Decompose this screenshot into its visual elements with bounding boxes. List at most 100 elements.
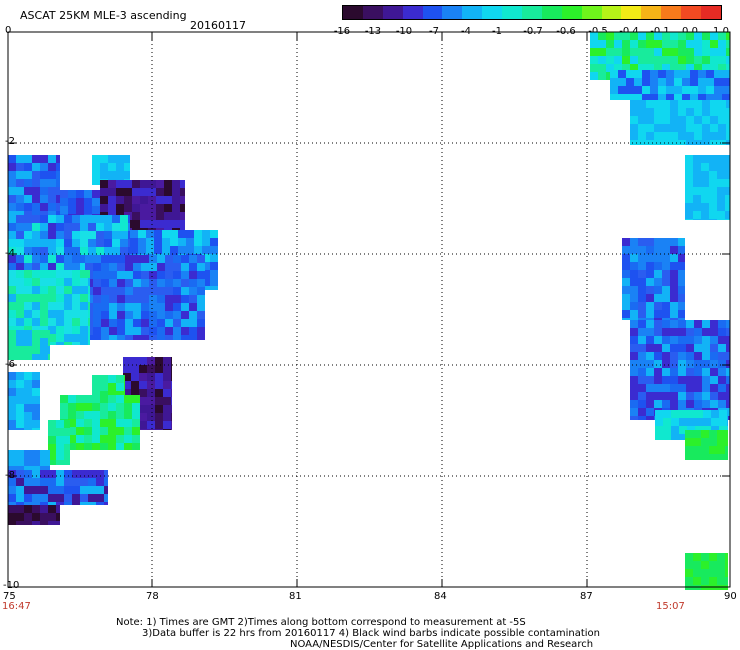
- data-cell: [68, 443, 76, 450]
- data-cell: [173, 327, 181, 335]
- axis-ticks: [7, 31, 731, 588]
- data-cell: [125, 319, 133, 327]
- data-cell: [48, 505, 56, 513]
- data-cell: [693, 211, 701, 219]
- data-cell: [725, 219, 730, 220]
- data-cell: [132, 196, 140, 204]
- data-cell: [56, 310, 64, 318]
- data-cell: [32, 187, 40, 195]
- data-cell: [725, 430, 728, 438]
- data-cell: [709, 155, 717, 163]
- data-cell: [155, 421, 163, 429]
- data-cell: [679, 410, 687, 418]
- data-cell: [725, 454, 728, 460]
- data-cell: [630, 254, 638, 262]
- y-axis-label: -2: [5, 136, 15, 147]
- data-cell: [32, 239, 40, 247]
- data-cell: [630, 320, 638, 328]
- data-cell: [670, 64, 678, 72]
- data-cell: [646, 328, 654, 336]
- data-cell: [64, 494, 72, 502]
- data-cell: [170, 246, 178, 254]
- data-cell: [197, 287, 205, 295]
- data-cell: [646, 352, 654, 360]
- data-cell: [149, 295, 157, 303]
- data-cell: [638, 48, 646, 56]
- data-cell: [8, 247, 16, 255]
- data-cell: [693, 561, 701, 569]
- data-cell: [40, 195, 48, 203]
- data-cell: [48, 286, 56, 294]
- data-cell: [622, 40, 630, 48]
- data-cell: [92, 383, 100, 391]
- data-cell: [8, 450, 16, 458]
- data-cell: [630, 40, 638, 48]
- data-cell: [674, 94, 682, 100]
- data-cell: [701, 454, 709, 460]
- plot-border: [7, 31, 731, 588]
- data-cell: [40, 223, 48, 231]
- data-cell: [171, 373, 172, 381]
- data-cell: [32, 521, 40, 525]
- data-cell: [24, 450, 32, 458]
- data-cell: [117, 311, 125, 319]
- data-cell: [610, 70, 618, 78]
- data-cell: [32, 278, 40, 286]
- data-cell: [40, 466, 48, 470]
- data-cell: [64, 478, 72, 486]
- data-cell: [8, 380, 16, 388]
- data-cell: [8, 330, 16, 338]
- data-cell: [112, 239, 120, 247]
- data-cell: [88, 231, 96, 239]
- data-cell: [694, 328, 702, 336]
- data-cell: [194, 230, 202, 238]
- data-cell: [710, 116, 718, 124]
- color-scale-swatch: [362, 6, 383, 19]
- data-cell: [671, 426, 679, 434]
- data-cell: [202, 262, 210, 270]
- data-cell: [96, 502, 104, 505]
- data-cell: [197, 335, 205, 340]
- data-cell: [48, 255, 56, 263]
- data-cell: [24, 231, 32, 239]
- data-cell: [180, 220, 185, 228]
- data-cell: [80, 286, 88, 294]
- data-cell: [32, 223, 40, 231]
- data-cell: [686, 384, 694, 392]
- data-cell: [100, 155, 108, 163]
- data-cell: [181, 271, 189, 279]
- data-cell: [718, 56, 726, 64]
- data-cell: [682, 78, 690, 86]
- data-cell: [654, 116, 662, 124]
- data-cell: [197, 303, 205, 311]
- data-cell: [48, 326, 56, 334]
- data-cell: [124, 383, 125, 391]
- data-cell: [48, 163, 56, 171]
- data-cell: [88, 247, 96, 255]
- data-cell: [693, 203, 701, 211]
- data-cell: [117, 335, 125, 340]
- data-cell: [598, 32, 606, 40]
- data-cell: [24, 203, 32, 211]
- data-cell: [56, 163, 60, 171]
- data-cell: [638, 336, 646, 344]
- data-cell: [725, 553, 728, 561]
- data-cell: [124, 180, 132, 188]
- data-cell: [80, 239, 88, 247]
- data-cell: [189, 271, 197, 279]
- color-scale-swatch: [402, 6, 423, 19]
- data-cell: [654, 286, 662, 294]
- data-cell: [8, 270, 16, 278]
- data-cell: [678, 286, 685, 294]
- data-cell: [709, 179, 717, 187]
- data-cell: [101, 255, 109, 263]
- data-cell: [68, 198, 76, 206]
- data-cell: [654, 254, 662, 262]
- data-cell: [678, 360, 686, 368]
- x-axis-label: 90: [724, 591, 737, 602]
- data-cell: [654, 368, 662, 376]
- chart-date: 20160117: [190, 19, 246, 32]
- data-cell: [72, 270, 80, 278]
- data-cell: [40, 155, 48, 163]
- data-cell: [726, 124, 730, 132]
